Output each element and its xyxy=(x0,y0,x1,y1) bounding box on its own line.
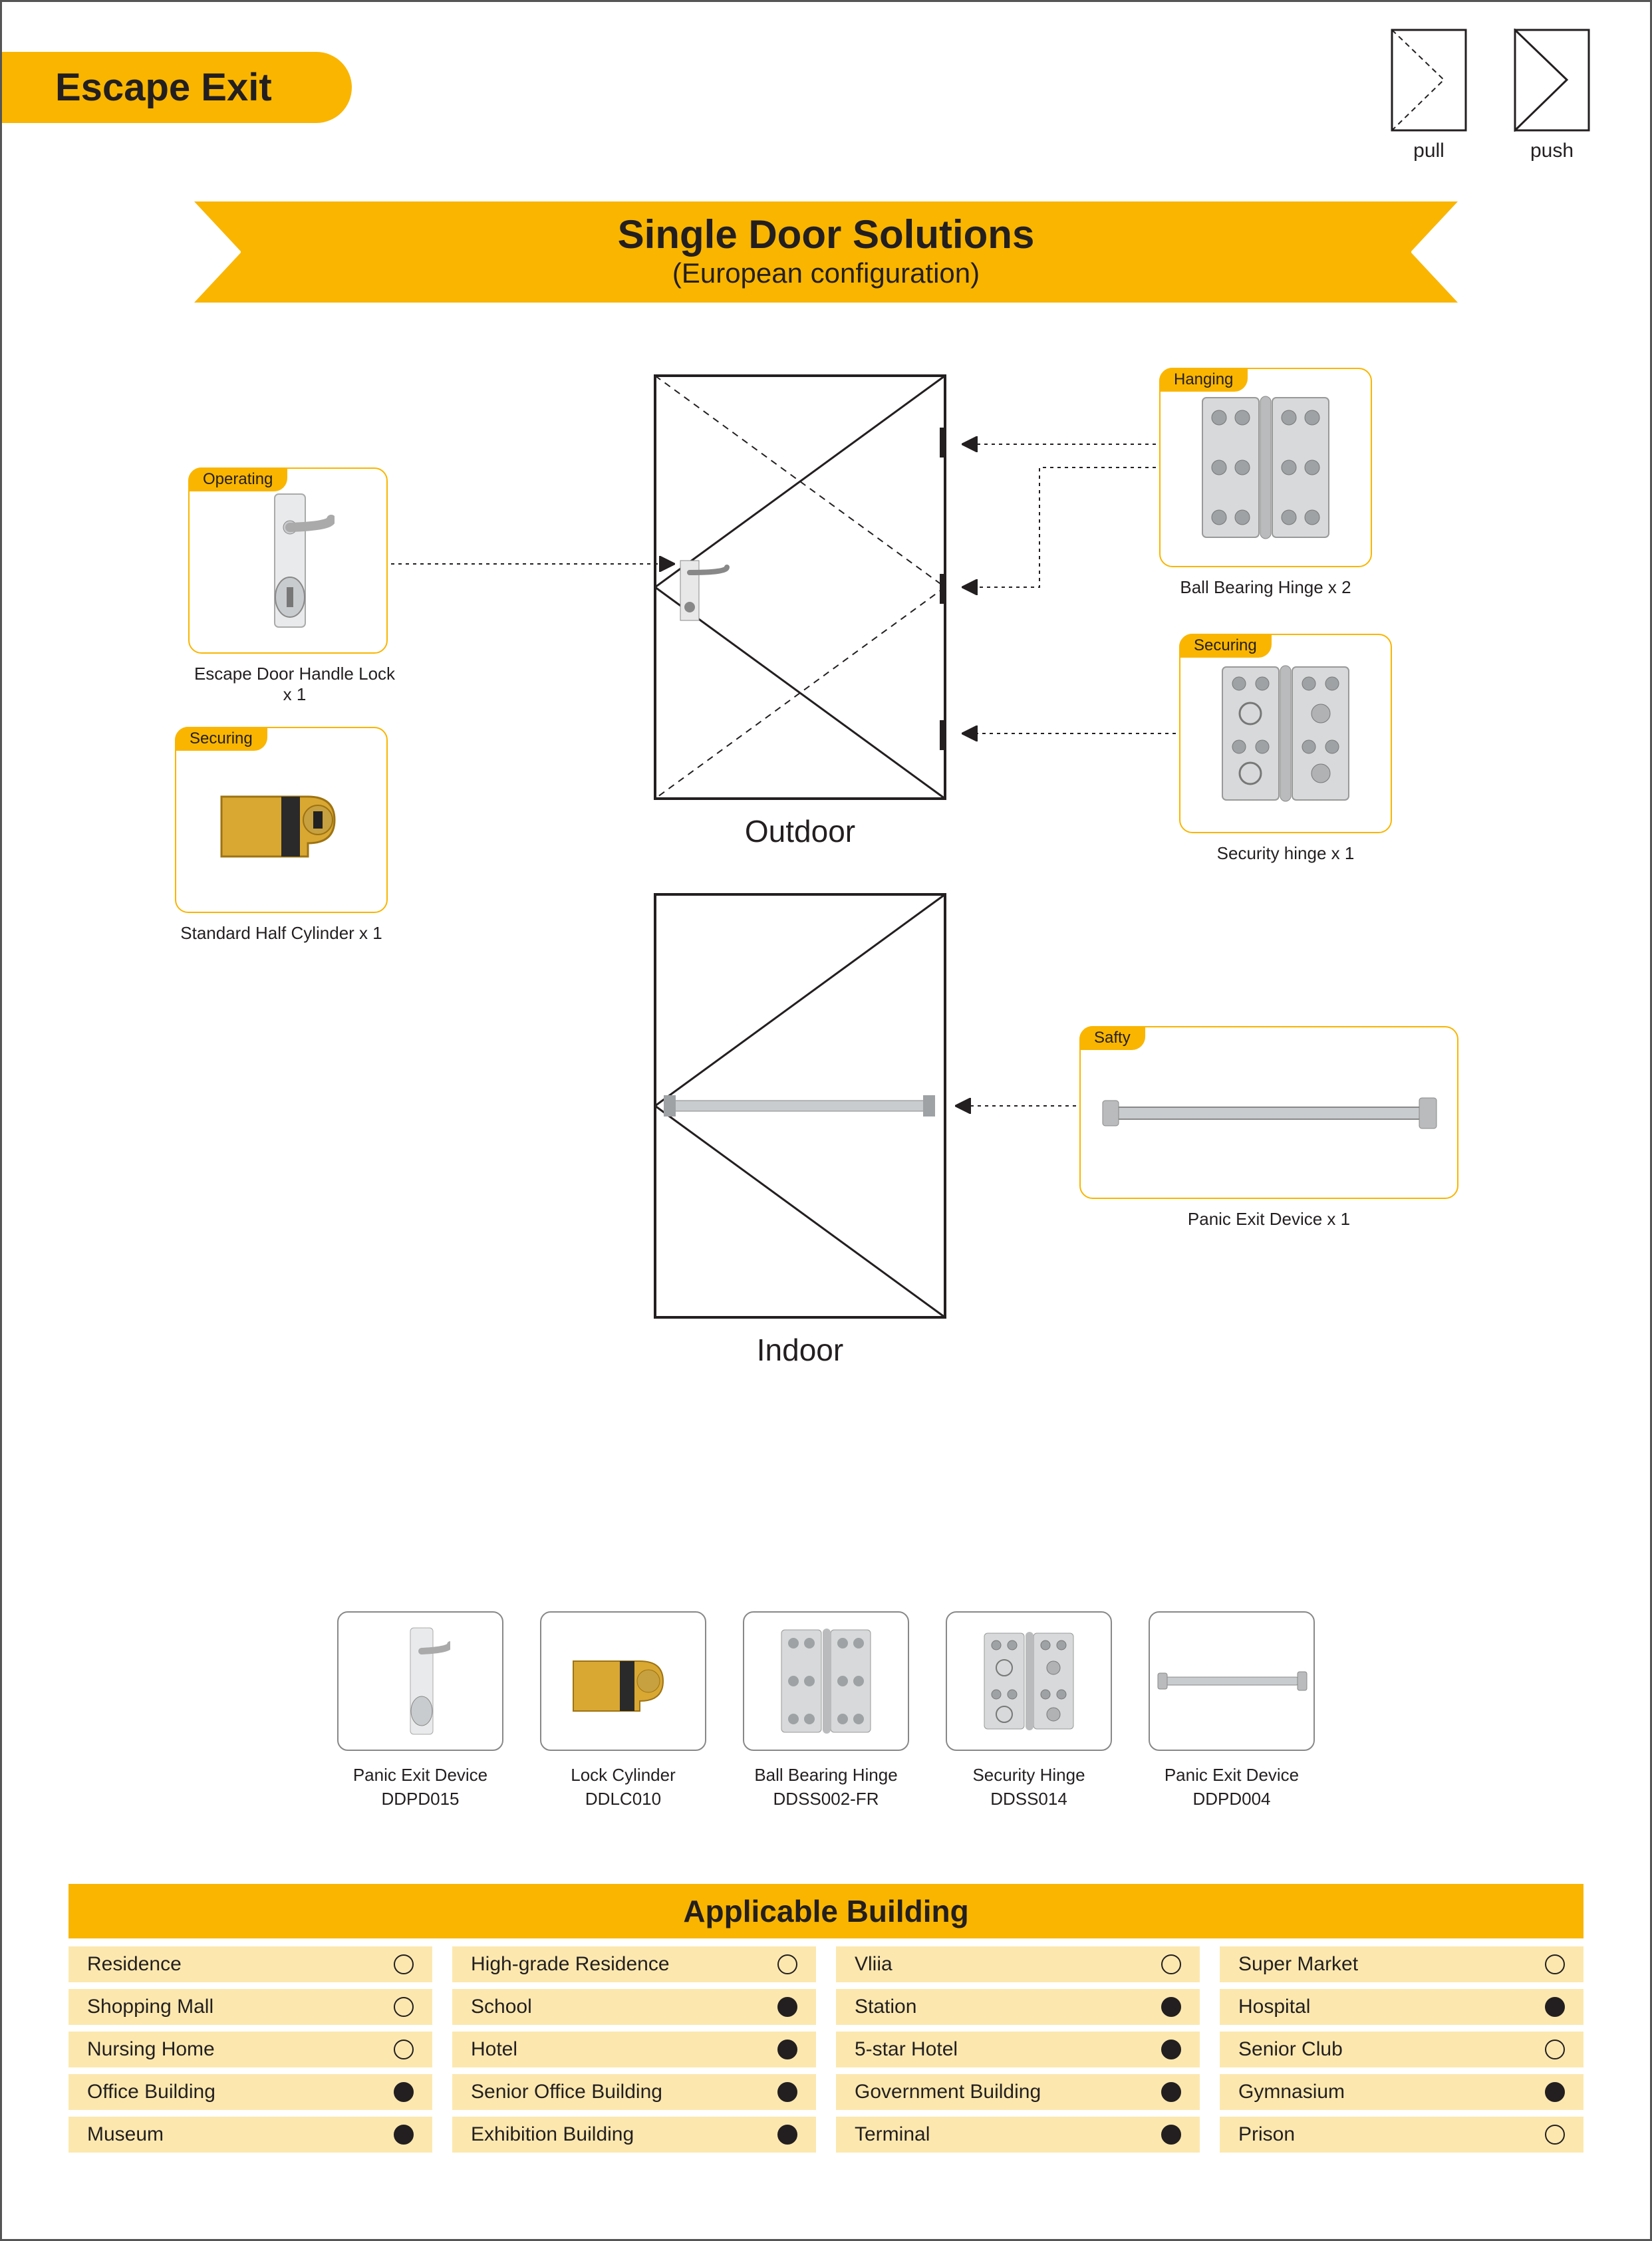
applicable-label: Terminal xyxy=(855,2123,930,2146)
applicable-cell: Senior Club xyxy=(1220,2032,1583,2067)
applicable-dot xyxy=(777,2040,797,2059)
product-name: Security HingeDDSS014 xyxy=(946,1763,1112,1811)
applicable-cell: Station xyxy=(836,1989,1200,2025)
applicable-label: Office Building xyxy=(87,2081,215,2103)
diagram-area: Outdoor Indoor Operating xyxy=(2,334,1650,1565)
applicable-cell: High-grade Residence xyxy=(452,1946,816,1982)
applicable-dot xyxy=(394,1954,414,1974)
applicable-dot xyxy=(1545,1997,1565,2017)
product-name: Panic Exit DeviceDDPD004 xyxy=(1149,1763,1315,1811)
applicable-label: Station xyxy=(855,1996,916,2018)
applicable-cell: School xyxy=(452,1989,816,2025)
applicable-cell: Gymnasium xyxy=(1220,2074,1583,2110)
applicable-cell: Shopping Mall xyxy=(69,1989,432,2025)
applicable-label: Hotel xyxy=(471,2038,517,2061)
product-name: Lock CylinderDDLC010 xyxy=(540,1763,706,1811)
applicable-dot xyxy=(1161,1954,1181,1974)
applicable-label: Senior Club xyxy=(1238,2038,1343,2061)
applicable-cell: Museum xyxy=(69,2117,432,2153)
applicable-grid: Residence High-grade Residence Vliia Super … xyxy=(69,1946,1583,2153)
applicable-dot xyxy=(394,2040,414,2059)
product-item: Lock CylinderDDLC010 xyxy=(540,1611,706,1811)
applicable-cell: Super Market xyxy=(1220,1946,1583,1982)
applicable-cell: Nursing Home xyxy=(69,2032,432,2067)
applicable-dot xyxy=(1161,1997,1181,2017)
applicable-label: Nursing Home xyxy=(87,2038,215,2061)
applicable-dot xyxy=(777,2125,797,2145)
push-label: push xyxy=(1514,140,1590,162)
push-icon-box: push xyxy=(1514,29,1590,162)
applicable-dot xyxy=(1161,2040,1181,2059)
pull-label: pull xyxy=(1391,140,1467,162)
applicable-section: Applicable Building Residence High-grade … xyxy=(69,1884,1583,2153)
applicable-cell: Prison xyxy=(1220,2117,1583,2153)
applicable-label: Exhibition Building xyxy=(471,2123,634,2146)
applicable-label: High-grade Residence xyxy=(471,1953,670,1976)
product-item: Panic Exit DeviceDDPD015 xyxy=(337,1611,503,1811)
pull-icon xyxy=(1391,29,1467,132)
applicable-dot xyxy=(1545,1954,1565,1974)
ribbon-subtitle: (European configuration) xyxy=(194,257,1458,289)
applicable-cell: Hotel xyxy=(452,2032,816,2067)
applicable-cell: Exhibition Building xyxy=(452,2117,816,2153)
page-title-pill: Escape Exit xyxy=(2,52,352,123)
applicable-cell: Residence xyxy=(69,1946,432,1982)
product-item: Ball Bearing HingeDDSS002-FR xyxy=(743,1611,909,1811)
product-item: Panic Exit DeviceDDPD004 xyxy=(1149,1611,1315,1811)
applicable-label: Prison xyxy=(1238,2123,1295,2146)
product-frame xyxy=(540,1611,706,1751)
applicable-label: Super Market xyxy=(1238,1953,1358,1976)
applicable-label: Vliia xyxy=(855,1953,893,1976)
applicable-cell: Office Building xyxy=(69,2074,432,2110)
push-icon xyxy=(1514,29,1590,132)
product-row: Panic Exit DeviceDDPD015 Lock CylinderDD… xyxy=(2,1611,1650,1811)
page: Escape Exit pull push Single Door Soluti… xyxy=(0,0,1652,2241)
applicable-label: Government Building xyxy=(855,2081,1041,2103)
applicable-dot xyxy=(1161,2125,1181,2145)
product-frame xyxy=(1149,1611,1315,1751)
applicable-label: School xyxy=(471,1996,532,2018)
applicable-dot xyxy=(394,1997,414,2017)
section-ribbon: Single Door Solutions (European configur… xyxy=(194,201,1458,303)
applicable-dot xyxy=(1545,2125,1565,2145)
product-frame xyxy=(743,1611,909,1751)
applicable-dot xyxy=(777,1997,797,2017)
applicable-dot xyxy=(777,1954,797,1974)
applicable-cell: Vliia xyxy=(836,1946,1200,1982)
applicable-cell: Hospital xyxy=(1220,1989,1583,2025)
applicable-cell: 5-star Hotel xyxy=(836,2032,1200,2067)
connectors xyxy=(2,334,1652,1565)
applicable-label: Senior Office Building xyxy=(471,2081,662,2103)
product-frame xyxy=(337,1611,503,1751)
applicable-label: 5-star Hotel xyxy=(855,2038,958,2061)
applicable-label: Gymnasium xyxy=(1238,2081,1345,2103)
applicable-cell: Government Building xyxy=(836,2074,1200,2110)
ribbon-title: Single Door Solutions xyxy=(194,211,1458,257)
applicable-label: Shopping Mall xyxy=(87,1996,213,2018)
applicable-cell: Senior Office Building xyxy=(452,2074,816,2110)
applicable-label: Residence xyxy=(87,1953,182,1976)
applicable-dot xyxy=(1161,2082,1181,2102)
pull-icon-box: pull xyxy=(1391,29,1467,162)
applicable-label: Hospital xyxy=(1238,1996,1310,2018)
applicable-dot xyxy=(394,2125,414,2145)
product-name: Panic Exit DeviceDDPD015 xyxy=(337,1763,503,1811)
applicable-dot xyxy=(394,2082,414,2102)
applicable-cell: Terminal xyxy=(836,2117,1200,2153)
applicable-dot xyxy=(1545,2082,1565,2102)
applicable-dot xyxy=(1545,2040,1565,2059)
product-name: Ball Bearing HingeDDSS002-FR xyxy=(743,1763,909,1811)
product-frame xyxy=(946,1611,1112,1751)
applicable-dot xyxy=(777,2082,797,2102)
applicable-header: Applicable Building xyxy=(69,1884,1583,1938)
applicable-label: Museum xyxy=(87,2123,164,2146)
product-item: Security HingeDDSS014 xyxy=(946,1611,1112,1811)
